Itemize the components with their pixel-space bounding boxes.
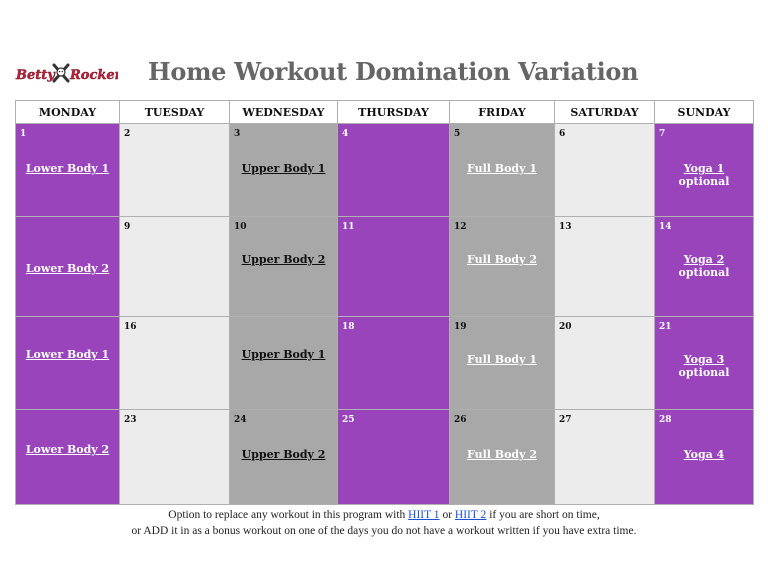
crossed-bones-icon (52, 63, 70, 83)
optional-note: optional (678, 175, 730, 188)
workout-link-lower-body-1[interactable]: Lower Body 1 (25, 348, 110, 361)
day-number: 27 (559, 415, 572, 425)
workout-link-full-body-1[interactable]: Full Body 1 (466, 162, 537, 175)
page-title: Home Workout Domination Variation (148, 57, 639, 86)
week-row-4: Lower Body 2 23 24 Upper Body 2 25 26 Fu… (15, 409, 754, 505)
workout-link-lower-body-2[interactable]: Lower Body 2 (25, 262, 110, 275)
workout-link-full-body-2[interactable]: Full Body 2 (466, 448, 537, 461)
day-header-monday: MONDAY (15, 100, 120, 124)
workout-link-yoga-1[interactable]: Yoga 1 (683, 162, 725, 175)
workout-link-lower-body-2[interactable]: Lower Body 2 (25, 443, 110, 456)
day-number: 19 (454, 322, 467, 332)
calendar-cell: 28 Yoga 4 (654, 409, 754, 505)
week-row-3: Lower Body 1 16 Upper Body 1 18 19 Full … (15, 316, 754, 410)
svg-text:Rocker: Rocker (69, 68, 118, 83)
day-header-friday: FRIDAY (449, 100, 555, 124)
day-number: 21 (659, 322, 672, 332)
week-row-2: Lower Body 2 9 10 Upper Body 2 11 12 Ful… (15, 216, 754, 317)
day-number: 13 (559, 222, 572, 232)
day-header-sunday: SUNDAY (654, 100, 754, 124)
day-number: 4 (342, 129, 349, 139)
calendar-cell: 21 Yoga 3 optional (654, 316, 754, 410)
footer-text: or ADD it in as a bonus workout on one o… (131, 525, 637, 537)
hiit-1-link[interactable]: HIIT 1 (408, 509, 440, 521)
footer-text: Option to replace any workout in this pr… (168, 509, 409, 521)
calendar-cell: 1 Lower Body 1 (15, 123, 120, 217)
day-header-saturday: SATURDAY (554, 100, 655, 124)
day-header-row: MONDAY TUESDAY WEDNESDAY THURSDAY FRIDAY… (15, 100, 754, 124)
footer-text: or (439, 509, 455, 521)
workout-calendar: MONDAY TUESDAY WEDNESDAY THURSDAY FRIDAY… (15, 100, 754, 505)
calendar-cell: 14 Yoga 2 optional (654, 216, 754, 317)
day-number: 2 (124, 129, 131, 139)
day-header-thursday: THURSDAY (337, 100, 450, 124)
day-number: 11 (342, 222, 355, 232)
day-number: 28 (659, 415, 672, 425)
calendar-cell: Lower Body 2 (15, 409, 120, 505)
workout-link-full-body-1[interactable]: Full Body 1 (466, 353, 537, 366)
workout-link-yoga-3[interactable]: Yoga 3 (683, 353, 725, 366)
calendar-cell: 4 (337, 123, 450, 217)
day-number: 1 (20, 129, 27, 139)
day-number: 9 (124, 222, 131, 232)
hiit-2-link[interactable]: HIIT 2 (454, 509, 487, 521)
calendar-cell: Lower Body 2 (15, 216, 120, 317)
day-number: 10 (234, 222, 247, 232)
day-number: 26 (454, 415, 467, 425)
day-header-tuesday: TUESDAY (119, 100, 230, 124)
calendar-cell: 9 (119, 216, 230, 317)
day-number: 18 (342, 322, 355, 332)
workout-link-upper-body-1[interactable]: Upper Body 1 (241, 348, 326, 361)
calendar-cell: 23 (119, 409, 230, 505)
day-header-wednesday: WEDNESDAY (229, 100, 338, 124)
day-number: 24 (234, 415, 247, 425)
calendar-cell: 27 (554, 409, 655, 505)
day-number: 25 (342, 415, 355, 425)
calendar-cell: 7 Yoga 1 optional (654, 123, 754, 217)
calendar-cell: Lower Body 1 (15, 316, 120, 410)
calendar-cell: 11 (337, 216, 450, 317)
day-number: 6 (559, 129, 566, 139)
day-number: 16 (124, 322, 137, 332)
workout-link-yoga-2[interactable]: Yoga 2 (683, 253, 725, 266)
footer-note: Option to replace any workout in this pr… (0, 507, 768, 539)
betty-rocker-logo: Betty Rocker (15, 63, 118, 83)
day-number: 23 (124, 415, 137, 425)
calendar-cell: 24 Upper Body 2 (229, 409, 338, 505)
footer-text: if you are short on time, (486, 509, 600, 521)
calendar-cell: 13 (554, 216, 655, 317)
workout-link-upper-body-2[interactable]: Upper Body 2 (241, 448, 326, 461)
calendar-cell: 20 (554, 316, 655, 410)
calendar-cell: 12 Full Body 2 (449, 216, 555, 317)
day-number: 7 (659, 129, 666, 139)
calendar-cell: 5 Full Body 1 (449, 123, 555, 217)
optional-note: optional (678, 266, 730, 279)
day-number: 20 (559, 322, 572, 332)
svg-text:Betty: Betty (15, 68, 56, 83)
workout-link-upper-body-1[interactable]: Upper Body 1 (241, 162, 326, 175)
workout-link-lower-body-1[interactable]: Lower Body 1 (25, 162, 110, 175)
calendar-cell: 16 (119, 316, 230, 410)
day-number: 3 (234, 129, 241, 139)
calendar-cell: 10 Upper Body 2 (229, 216, 338, 317)
day-number: 14 (659, 222, 672, 232)
calendar-cell: 6 (554, 123, 655, 217)
day-number: 12 (454, 222, 467, 232)
calendar-cell: 3 Upper Body 1 (229, 123, 338, 217)
workout-link-full-body-2[interactable]: Full Body 2 (466, 253, 537, 266)
calendar-cell: 25 (337, 409, 450, 505)
workout-link-upper-body-2[interactable]: Upper Body 2 (241, 253, 326, 266)
day-number: 5 (454, 129, 461, 139)
calendar-cell: 18 (337, 316, 450, 410)
week-row-1: 1 Lower Body 1 2 3 Upper Body 1 4 5 Full… (15, 123, 754, 217)
calendar-cell: 26 Full Body 2 (449, 409, 555, 505)
calendar-cell: 2 (119, 123, 230, 217)
optional-note: optional (678, 366, 730, 379)
workout-link-yoga-4[interactable]: Yoga 4 (683, 448, 725, 461)
calendar-cell: Upper Body 1 (229, 316, 338, 410)
calendar-cell: 19 Full Body 1 (449, 316, 555, 410)
